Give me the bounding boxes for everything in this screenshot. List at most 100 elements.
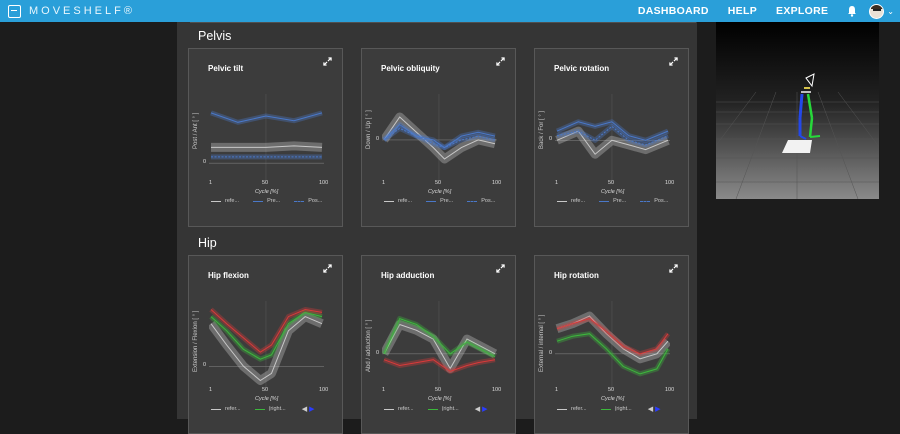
y-tick-label: 0 (549, 349, 553, 356)
series-line-2[interactable] (556, 318, 669, 355)
x-tick-label: 1 (382, 180, 386, 186)
line-chart[interactable] (555, 94, 670, 182)
legend-label: refe... (398, 198, 413, 204)
expand-icon[interactable] (323, 57, 332, 66)
chevron-down-icon[interactable]: ⌄ (887, 6, 894, 16)
legend-item[interactable]: Pre... (253, 198, 280, 204)
series-line-0[interactable] (211, 145, 323, 148)
legend-item[interactable]: Pos... (467, 198, 495, 204)
legend-swatch (426, 200, 437, 202)
legend-swatch (557, 408, 567, 410)
y-tick-label: 0 (203, 159, 207, 166)
scrollbar-track[interactable] (697, 22, 715, 419)
skeleton-model (798, 73, 821, 140)
series-line-2[interactable] (210, 308, 323, 353)
expand-icon[interactable] (323, 264, 332, 273)
series-line-0[interactable] (383, 116, 496, 160)
user-avatar[interactable] (869, 3, 885, 19)
legend-prev-icon[interactable]: ◀ (474, 406, 481, 413)
legend-label: Pos... (481, 198, 496, 204)
viewer-scene (716, 22, 879, 199)
expand-icon[interactable] (496, 57, 505, 66)
3d-skeleton-viewer[interactable] (716, 22, 879, 199)
y-axis-label: Abd / adduction [ ° ] (366, 319, 372, 372)
series-line-2[interactable] (383, 127, 496, 149)
nav-help[interactable]: HELP (727, 5, 758, 17)
line-chart[interactable] (382, 94, 497, 182)
x-axis-label: Cycle [%] (255, 396, 279, 402)
legend-item[interactable]: Pos... (640, 198, 668, 204)
y-axis-label: External / internal [ ° ] (539, 314, 545, 372)
legend-label: refer... (225, 406, 241, 412)
legend-label: Pos... (654, 198, 669, 204)
series-line-1[interactable] (383, 123, 496, 149)
legend-swatch (384, 200, 394, 202)
y-tick-label: 0 (549, 136, 553, 143)
section-title-hip: Hip (198, 236, 217, 250)
legend-prev-icon[interactable]: ◀ (647, 406, 654, 413)
y-axis-label: Down / Up [ ° ] (366, 110, 372, 149)
legend-prev-icon[interactable]: ◀ (301, 406, 308, 413)
legend-item[interactable]: (right... (600, 406, 632, 412)
line-chart[interactable] (555, 301, 670, 389)
legend-swatch (294, 200, 305, 202)
series-line-0[interactable] (210, 316, 323, 382)
line-chart[interactable] (209, 94, 324, 182)
legend-next-icon[interactable]: ▶ (309, 406, 315, 413)
legend-item[interactable]: Pre... (426, 198, 453, 204)
expand-icon[interactable] (496, 264, 505, 273)
line-chart[interactable] (382, 301, 497, 389)
series-line-0[interactable] (383, 323, 496, 370)
legend-swatch (211, 200, 221, 202)
series-line-1[interactable] (556, 333, 669, 375)
legend-item[interactable]: refe... (384, 198, 412, 204)
series-line-1[interactable] (210, 311, 323, 360)
legend-item[interactable]: refer... (211, 406, 241, 412)
line-chart[interactable] (209, 301, 324, 389)
chart-title: Hip flexion (208, 271, 249, 280)
logo[interactable]: MOVESHELF® (8, 4, 135, 18)
legend-item[interactable]: (right... (427, 406, 459, 412)
chart-panel-pelvic-tilt: Pelvic tilt Post / Ant [ ° ] 0 1 50 100 Cycle … (188, 48, 343, 227)
legend-item[interactable]: Pre... (599, 198, 626, 204)
series-line-1[interactable] (556, 121, 669, 141)
legend-item[interactable]: Pos... (294, 198, 322, 204)
legend-item[interactable]: refe... (557, 198, 585, 204)
expand-icon[interactable] (669, 57, 678, 66)
series-line-1[interactable] (210, 112, 323, 123)
legend-item[interactable]: refer... (557, 406, 587, 412)
chart-panel-pelvic-rotation: Pelvic rotation Back / For [ ° ] 0 1 50 100 Cy… (534, 48, 689, 227)
legend-next-icon[interactable]: ▶ (482, 406, 488, 413)
x-axis-label: Cycle [%] (428, 396, 452, 402)
expand-icon[interactable] (669, 264, 678, 273)
x-tick-label: 50 (608, 180, 615, 186)
legend-label: Pre... (267, 198, 281, 204)
x-tick-label: 100 (665, 387, 675, 393)
x-tick-label: 100 (319, 180, 329, 186)
x-tick-label: 1 (555, 387, 559, 393)
chart-panel-hip-rotation: Hip rotation External / internal [ ° ] 0 1 5… (534, 255, 689, 434)
logo-icon (8, 4, 21, 18)
y-tick-label: 0 (203, 362, 207, 369)
chart-legend: refe... Pre... Pos... (557, 198, 682, 204)
legend-swatch (427, 408, 438, 410)
series-line-2[interactable] (556, 125, 669, 146)
chart-legend: refer... (right... ◀ ▶ (557, 405, 661, 413)
legend-item[interactable]: refe... (211, 198, 239, 204)
x-tick-label: 50 (435, 387, 442, 393)
nav-explore[interactable]: EXPLORE (776, 5, 829, 17)
legend-swatch (254, 408, 265, 410)
section-divider (190, 22, 696, 23)
bell-icon[interactable] (847, 5, 857, 17)
x-tick-label: 100 (492, 387, 502, 393)
top-navigation-bar: MOVESHELF® DASHBOARD HELP EXPLORE ⌄ (0, 0, 900, 22)
chart-panel-hip-adduction: Hip adduction Abd / adduction [ ° ] 0 1 50 10… (361, 255, 516, 434)
series-line-2[interactable] (383, 359, 496, 372)
legend-item[interactable]: refer... (384, 406, 414, 412)
series-line-1[interactable] (383, 317, 496, 358)
nav-dashboard[interactable]: DASHBOARD (637, 5, 709, 17)
legend-item[interactable]: (right... (254, 406, 286, 412)
y-tick-label: 0 (376, 135, 380, 142)
legend-next-icon[interactable]: ▶ (655, 406, 661, 413)
x-tick-label: 50 (262, 180, 269, 186)
